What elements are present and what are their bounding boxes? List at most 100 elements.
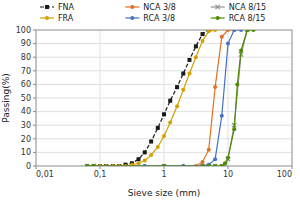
series (85, 30, 250, 166)
tick-label: 100 (277, 170, 292, 179)
marker (181, 72, 185, 76)
legend-label: RCA 8/15 (229, 14, 266, 23)
grid-line (100, 30, 101, 166)
tick-label: 20 (21, 135, 31, 144)
tick-label: 100 (16, 26, 31, 35)
marker (201, 164, 205, 166)
marker (220, 114, 224, 118)
chart: 01020304050607080901000,010,1110100Sieve… (0, 0, 300, 200)
tick-label: 10 (21, 148, 31, 157)
marker (235, 82, 239, 86)
marker (239, 48, 243, 52)
marker (213, 157, 217, 161)
marker (85, 164, 89, 166)
legend-marker (45, 16, 49, 20)
y-axis-label: Passing(%) (1, 73, 11, 122)
legend-item: NCA 8/15 (211, 3, 267, 12)
marker (92, 164, 96, 166)
series (85, 30, 243, 166)
legend-marker (215, 5, 219, 9)
marker (143, 150, 147, 154)
marker (201, 160, 205, 164)
marker (207, 30, 211, 33)
marker (213, 85, 217, 89)
tick-label: 0 (26, 162, 31, 171)
marker (194, 55, 198, 59)
marker (175, 85, 179, 89)
marker (168, 99, 172, 103)
tick-label: 0,1 (94, 170, 107, 179)
marker (194, 44, 198, 48)
tick-label: 1 (161, 170, 166, 179)
legend-item: RCA 3/8 (125, 14, 175, 23)
marker (85, 164, 89, 166)
legend-item: NCA 3/8 (125, 3, 175, 12)
legend-item: RCA 8/15 (211, 14, 266, 23)
series (85, 30, 217, 166)
marker (187, 58, 191, 62)
tick-label: 80 (21, 53, 31, 62)
marker (200, 164, 204, 166)
legend-marker (216, 16, 220, 20)
legend-marker (130, 16, 134, 20)
marker (232, 30, 236, 32)
tick-label: 90 (21, 39, 31, 48)
marker (226, 30, 230, 32)
marker (213, 164, 217, 166)
tick-label: 70 (21, 67, 31, 76)
marker (92, 164, 96, 166)
marker (85, 164, 89, 166)
legend-label: RCA 3/8 (143, 14, 175, 23)
series (85, 30, 236, 166)
series-line (87, 30, 253, 166)
tick-label: 0,01 (36, 170, 54, 179)
data (85, 30, 256, 166)
marker (162, 112, 166, 116)
marker (85, 164, 89, 166)
legend: FNA NCA 3/8 NCA 8/15 FRA RCA 3/8 RCA 8/15 (40, 3, 266, 23)
marker (156, 126, 160, 130)
marker (162, 164, 166, 166)
marker (92, 164, 96, 166)
marker (168, 120, 172, 124)
marker (213, 164, 217, 166)
marker (201, 39, 205, 43)
marker (137, 161, 141, 165)
legend-label: NCA 3/8 (143, 3, 175, 12)
series-line (87, 30, 247, 166)
marker (232, 127, 236, 131)
marker (220, 35, 224, 39)
grid (36, 30, 292, 166)
marker (162, 164, 166, 166)
marker (226, 42, 230, 46)
series-line (87, 30, 234, 166)
marker (162, 164, 166, 166)
marker (207, 148, 211, 152)
tick-label: 40 (21, 107, 31, 116)
series-line (94, 30, 209, 166)
series (85, 30, 255, 166)
marker (201, 32, 205, 36)
tick-label: 60 (21, 80, 31, 89)
series-line (87, 30, 241, 166)
marker (137, 157, 141, 161)
marker (85, 164, 89, 166)
marker (213, 30, 217, 32)
marker (245, 30, 249, 32)
grid-line (164, 30, 165, 166)
marker (92, 164, 96, 166)
legend-label: FRA (58, 14, 74, 23)
marker (239, 30, 243, 32)
legend-item: FRA (40, 14, 74, 23)
marker (226, 156, 230, 160)
marker (162, 164, 166, 166)
marker (92, 164, 96, 166)
marker (245, 30, 249, 32)
x-axis-label: Sieve size (mm) (128, 188, 200, 198)
marker (143, 159, 147, 163)
marker (187, 72, 191, 76)
legend-item: FNA (40, 3, 75, 12)
marker (220, 164, 224, 166)
tick-label: 30 (21, 121, 31, 130)
marker (92, 164, 96, 166)
